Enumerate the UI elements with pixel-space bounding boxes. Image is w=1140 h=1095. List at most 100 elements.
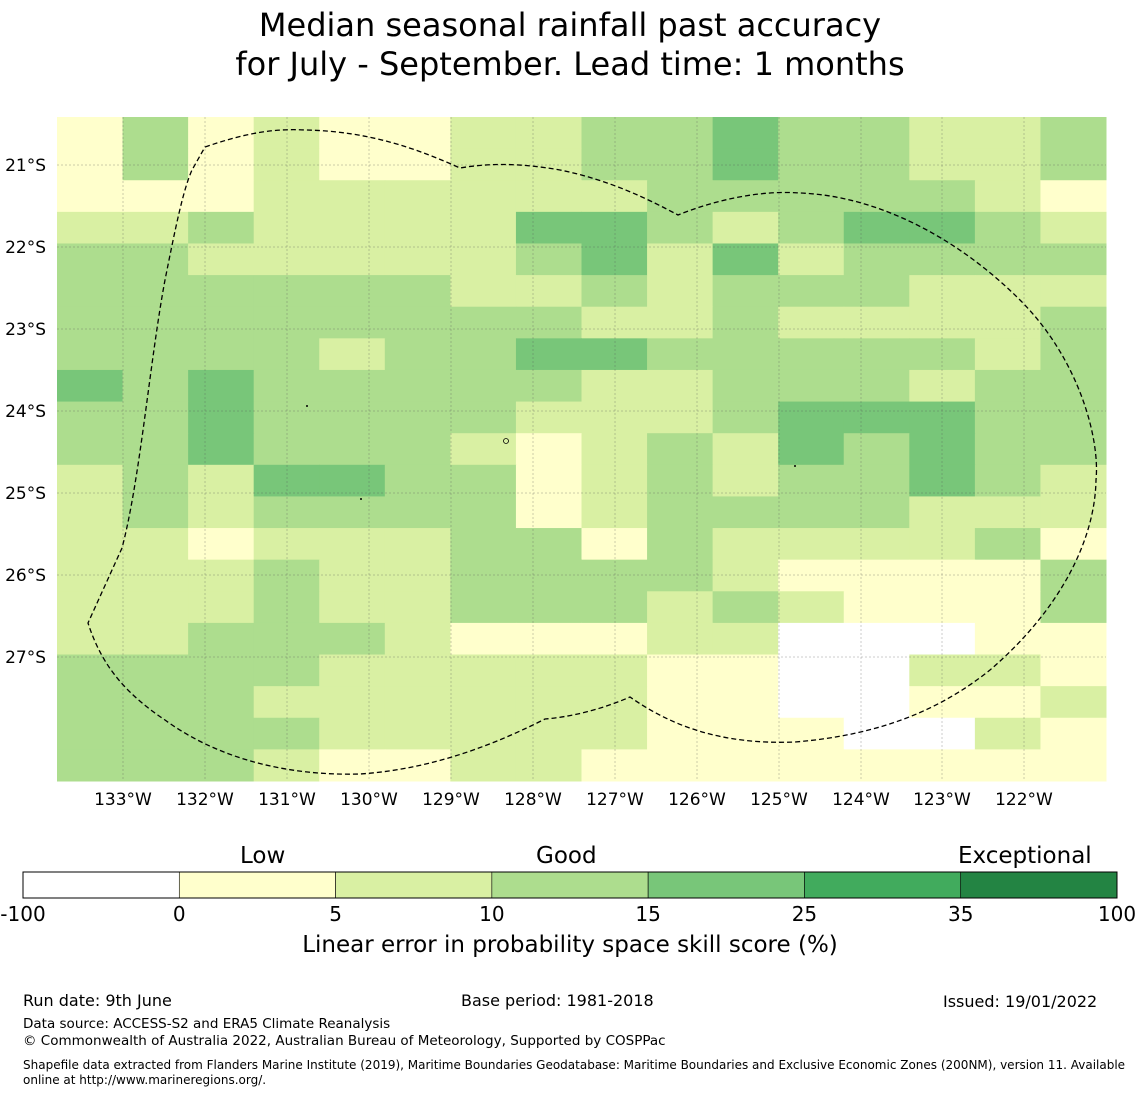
grid-cell bbox=[253, 717, 320, 750]
colorbar-tick-label: 35 bbox=[947, 902, 974, 926]
grid-cell bbox=[450, 559, 517, 592]
grid-cell bbox=[57, 117, 124, 150]
grid-cell bbox=[515, 528, 582, 561]
colorbar-bin bbox=[22, 871, 180, 899]
grid-cell bbox=[1040, 749, 1107, 782]
grid-cell bbox=[122, 338, 189, 371]
grid-cell bbox=[581, 211, 648, 244]
latitude-label: 25°S bbox=[5, 484, 46, 504]
grid-cell bbox=[319, 559, 386, 592]
grid-cell bbox=[188, 306, 255, 339]
grid-cell bbox=[909, 117, 976, 150]
longitude-label: 133°W bbox=[94, 790, 152, 810]
grid-cell bbox=[647, 496, 714, 529]
grid-cell bbox=[450, 180, 517, 213]
latitude-label: 22°S bbox=[5, 238, 46, 258]
grid-cell bbox=[778, 211, 845, 244]
issued-date: Issued: 19/01/2022 bbox=[943, 992, 1098, 1011]
grid-cell bbox=[450, 717, 517, 750]
grid-cell bbox=[974, 306, 1041, 339]
grid-cell bbox=[647, 591, 714, 624]
grid-cell bbox=[188, 433, 255, 466]
grid-cell bbox=[515, 180, 582, 213]
grid-cell bbox=[843, 338, 910, 371]
grid-cell bbox=[712, 622, 779, 656]
grid-cell bbox=[253, 243, 320, 276]
grid-cell bbox=[778, 528, 845, 561]
grid-cell bbox=[647, 717, 714, 750]
grid-cell bbox=[57, 275, 124, 308]
grid-cell bbox=[778, 622, 845, 656]
grid-cell bbox=[909, 528, 976, 561]
grid-cell bbox=[188, 622, 255, 656]
grid-cell bbox=[384, 686, 451, 719]
grid-cell bbox=[57, 717, 124, 750]
colorbar-tick-label: 15 bbox=[635, 902, 661, 926]
grid-cell bbox=[843, 528, 910, 561]
grid-cell bbox=[581, 464, 648, 497]
grid-cell bbox=[450, 622, 517, 656]
grid-cell bbox=[974, 654, 1041, 687]
grid-cell bbox=[384, 464, 451, 497]
grid-cell bbox=[778, 243, 845, 276]
grid-cell bbox=[450, 117, 517, 150]
grid-cell bbox=[909, 306, 976, 339]
grid-cell bbox=[712, 496, 779, 529]
grid-cell bbox=[909, 591, 976, 624]
longitude-label: 130°W bbox=[340, 790, 398, 810]
grid-cell bbox=[319, 496, 386, 529]
grid-cell bbox=[188, 275, 255, 308]
grid-cell bbox=[253, 433, 320, 466]
grid-cell bbox=[319, 401, 386, 434]
grid-cell bbox=[450, 496, 517, 529]
grid-cell bbox=[515, 148, 582, 181]
grid-cell bbox=[778, 559, 845, 592]
grid-cell bbox=[319, 243, 386, 276]
grid-cell bbox=[253, 211, 320, 244]
grid-cell bbox=[647, 180, 714, 213]
latitude-label: 24°S bbox=[5, 402, 46, 422]
colorbar-bin bbox=[960, 871, 1118, 899]
grid-cell bbox=[974, 338, 1041, 371]
grid-cell bbox=[450, 464, 517, 497]
grid-cell bbox=[909, 401, 976, 434]
grid-cell bbox=[253, 275, 320, 308]
grid-cell bbox=[57, 211, 124, 244]
grid-cell bbox=[843, 433, 910, 466]
grid-cell bbox=[384, 433, 451, 466]
grid-cell bbox=[974, 464, 1041, 497]
grid-cell bbox=[647, 622, 714, 656]
grid-cell bbox=[188, 528, 255, 561]
grid-cell bbox=[384, 654, 451, 687]
grid-cell bbox=[974, 686, 1041, 719]
grid-cell bbox=[778, 686, 845, 719]
grid-cell bbox=[843, 148, 910, 181]
shapefile-credit: Shapefile data extracted from Flanders M… bbox=[23, 1058, 1126, 1087]
grid-cell bbox=[712, 401, 779, 434]
grid-cell bbox=[647, 401, 714, 434]
island-marker bbox=[794, 465, 796, 467]
grid-cell bbox=[515, 622, 582, 656]
colorbar-bin bbox=[335, 871, 493, 899]
grid-cell bbox=[450, 433, 517, 466]
grid-cell bbox=[974, 180, 1041, 213]
grid-cell bbox=[319, 464, 386, 497]
grid-cell bbox=[384, 559, 451, 592]
grid-cell bbox=[581, 401, 648, 434]
grid-cell bbox=[909, 243, 976, 276]
grid-cell bbox=[647, 211, 714, 244]
grid-cell bbox=[57, 622, 124, 656]
grid-cell bbox=[57, 654, 124, 687]
latitude-labels: 21°S 22°S 23°S 24°S 25°S 26°S 27°S bbox=[5, 156, 46, 668]
grid-cell bbox=[974, 717, 1041, 750]
grid-cell bbox=[581, 528, 648, 561]
run-date: Run date: 9th June bbox=[23, 991, 172, 1010]
grid-cell bbox=[57, 180, 124, 213]
grid-cell bbox=[188, 591, 255, 624]
grid-cell bbox=[647, 464, 714, 497]
grid-cell bbox=[122, 180, 189, 213]
grid-cell bbox=[319, 369, 386, 403]
grid-cell bbox=[57, 528, 124, 561]
grid-cell bbox=[57, 433, 124, 466]
grid-cell bbox=[122, 433, 189, 466]
